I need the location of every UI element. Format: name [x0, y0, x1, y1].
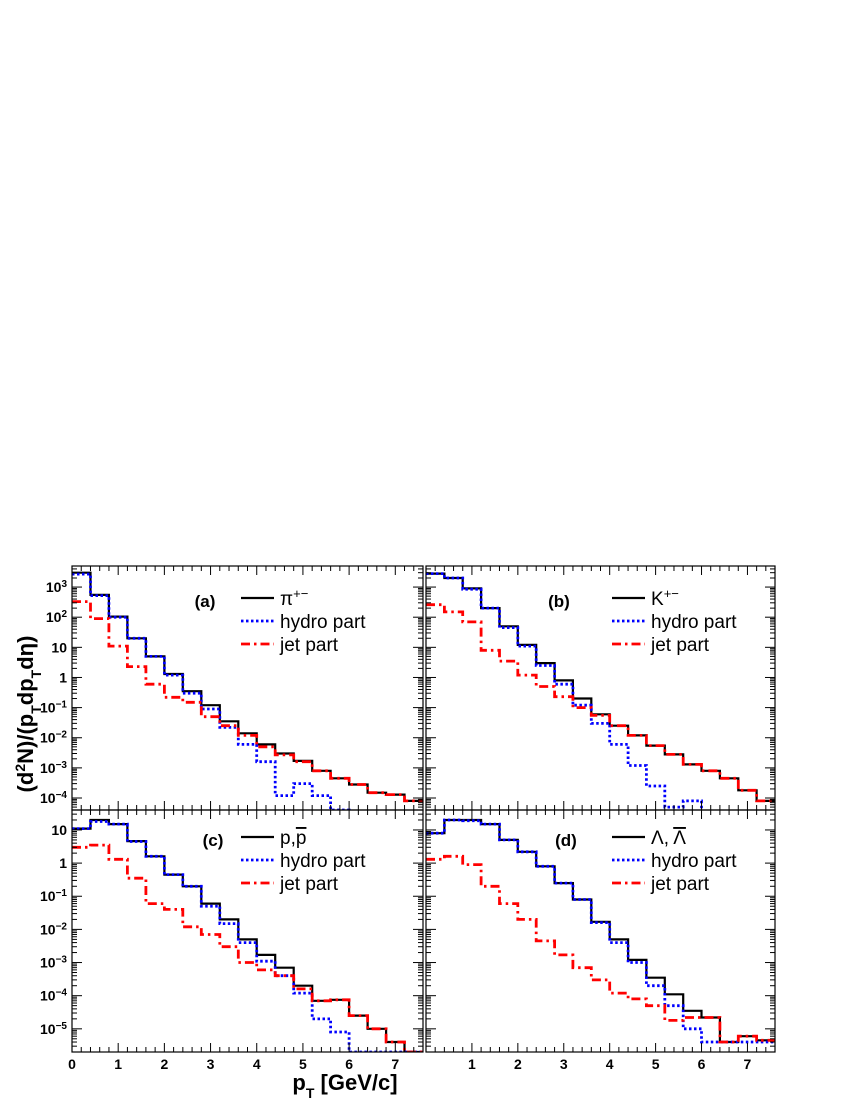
- x-tick-label: 1: [468, 1056, 476, 1072]
- panel-label-c: (c): [203, 831, 224, 850]
- x-tick-label: 1: [114, 1056, 122, 1072]
- x-tick-label: 6: [345, 1056, 353, 1072]
- series-hydro-b: [426, 572, 703, 810]
- x-tick-label: 2: [514, 1056, 522, 1072]
- x-tick-label: 7: [744, 1056, 752, 1072]
- x-axis-title: pT [GeV/c]: [292, 1070, 397, 1100]
- y-tick-label: 10−1: [40, 699, 67, 716]
- legend-label-total: Λ, Λ: [651, 828, 686, 849]
- x-tick-label: 2: [160, 1056, 168, 1072]
- legend-label-hydro: hydro part: [280, 612, 366, 633]
- y-tick-label: 1: [59, 855, 67, 871]
- legend-label-jet: jet part: [279, 874, 339, 895]
- panel-label-d: (d): [555, 831, 577, 850]
- series-total-a: [72, 571, 423, 802]
- x-tick-label: 3: [560, 1056, 568, 1072]
- series-hydro-a: [72, 572, 351, 810]
- legend-label-total: p,p: [280, 828, 306, 849]
- legend-label-total: π+−: [280, 586, 308, 611]
- series-jet-b: [426, 603, 775, 803]
- panel-label-b: (b): [548, 592, 570, 611]
- series-hydro-c: [72, 820, 423, 1052]
- y-tick-label: 1: [59, 669, 67, 685]
- panel-label-a: (a): [195, 592, 216, 611]
- legend-label-jet: jet part: [650, 635, 710, 656]
- x-tick-label: 4: [253, 1056, 261, 1072]
- y-tick-label: 10−2: [40, 921, 67, 938]
- x-tick-label: 5: [299, 1056, 307, 1072]
- x-tick-label: 6: [698, 1056, 706, 1072]
- legend-label-total: K+−: [651, 586, 679, 611]
- y-tick-label: 10: [51, 639, 67, 655]
- x-tick-label: 3: [207, 1056, 215, 1072]
- legend-label-jet: jet part: [650, 874, 710, 895]
- legend-label-hydro: hydro part: [651, 851, 737, 872]
- series-jet-c: [72, 843, 423, 1052]
- legend-label-jet: jet part: [279, 635, 339, 656]
- x-tick-label: 4: [606, 1056, 614, 1072]
- y-tick-label: 102: [46, 609, 68, 626]
- y-tick-label: 10−1: [40, 888, 67, 905]
- panel-frame-b: [425, 565, 776, 811]
- panel-frame-a: [71, 565, 424, 811]
- series-jet-d: [426, 854, 775, 1044]
- series-total-c: [72, 818, 423, 1052]
- y-tick-label: 10−4: [40, 790, 67, 807]
- y-tick-label: 10−3: [40, 759, 67, 776]
- panel-frame-d: [425, 809, 776, 1053]
- y-tick-label: 10−5: [40, 1020, 67, 1037]
- series-hydro-d: [426, 818, 775, 1044]
- panel-c: 10 1 10−1 10−2 10−3 10−4 10−5 0 1 2 3 4 5 6 7 (c) p,phyd…: [40, 809, 424, 1072]
- legend-label-hydro: hydro part: [280, 851, 366, 872]
- x-tick-label: 5: [652, 1056, 660, 1072]
- x-tick-label: 0: [68, 1056, 76, 1072]
- y-tick-label: 10−2: [40, 729, 67, 746]
- y-tick-label: 10: [51, 822, 67, 838]
- legend-label-hydro: hydro part: [651, 612, 737, 633]
- y-tick-label: 10−3: [40, 954, 67, 971]
- series-total-b: [426, 572, 775, 802]
- y-tick-label: 103: [46, 579, 68, 596]
- series-jet-a: [72, 600, 423, 803]
- panel-frame-c: [71, 809, 424, 1053]
- x-tick-label: 7: [391, 1056, 399, 1072]
- y-tick-label: 10−4: [40, 987, 67, 1004]
